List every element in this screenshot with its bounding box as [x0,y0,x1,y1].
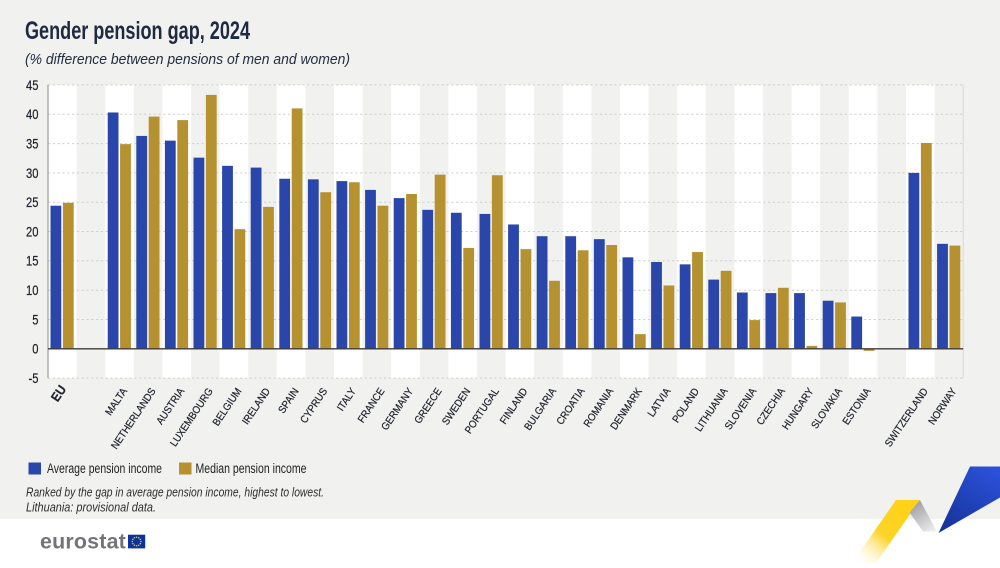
svg-text:Ranked by the gap in average p: Ranked by the gap in average pension inc… [26,485,324,500]
svg-text:-5: -5 [29,371,39,386]
svg-text:15: 15 [26,254,39,269]
svg-text:Gender pension gap, 2024: Gender pension gap, 2024 [25,17,250,45]
svg-text:5: 5 [32,312,38,327]
svg-text:40: 40 [26,107,39,122]
svg-text:10: 10 [26,283,39,298]
svg-text:35: 35 [26,137,39,152]
svg-text:Average pension income: Average pension income [47,461,162,476]
svg-text:(% difference between pensions: (% difference between pensions of men an… [25,51,350,68]
svg-text:Lithuania: provisional data.: Lithuania: provisional data. [26,500,156,515]
svg-text:eurostat: eurostat [40,530,126,553]
svg-text:25: 25 [26,195,39,210]
svg-text:20: 20 [26,224,39,239]
svg-text:0: 0 [32,342,38,357]
svg-text:30: 30 [26,166,39,181]
svg-text:Median pension income: Median pension income [196,461,307,476]
svg-text:45: 45 [26,78,39,93]
